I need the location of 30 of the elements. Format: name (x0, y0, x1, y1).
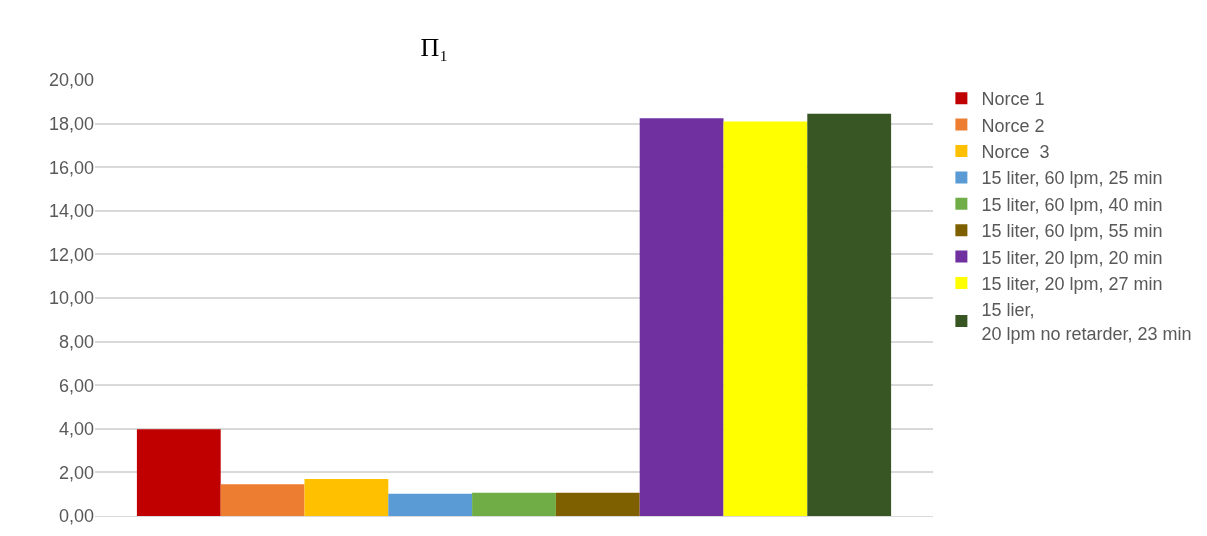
legend-label: Norce 2 (981, 115, 1045, 136)
bar (220, 484, 305, 516)
legend-label: 15 liter, 20 lpm, 20 min (981, 247, 1163, 268)
y-tick-label: 4,00 (58, 419, 94, 440)
y-tick-label: 0,00 (58, 506, 94, 527)
y-tick-label: 14,00 (48, 201, 94, 222)
legend-label: Norce 3 (981, 142, 1050, 163)
y-tick-label: 20,00 (48, 70, 94, 91)
legend-label: 15 liter, 60 lpm, 40 min (981, 194, 1163, 215)
y-tick-label: 16,00 (48, 157, 94, 178)
bar (555, 492, 640, 516)
y-tick-label: 10,00 (48, 288, 94, 309)
bar (472, 492, 556, 516)
bar (639, 118, 724, 516)
legend-label: 15 liter, 60 lpm, 55 min (981, 221, 1163, 242)
y-tick-label: 12,00 (48, 244, 94, 265)
legend-label: Norce 1 (981, 89, 1045, 110)
bar (304, 478, 389, 516)
y-tick-label: 18,00 (48, 113, 94, 134)
legend-label: 15 liter, 60 lpm, 25 min (981, 168, 1163, 189)
bar (807, 113, 892, 516)
bar (388, 493, 473, 516)
y-tick-label: 6,00 (58, 375, 94, 396)
bar (136, 429, 221, 516)
y-tick-label: 2,00 (58, 462, 94, 483)
legend-label: 15 lier, 20 lpm no retarder, 23 min (981, 300, 1192, 344)
chart-title: Π₁ (420, 32, 449, 62)
bar (723, 121, 808, 516)
y-tick-label: 8,00 (58, 331, 94, 352)
legend-label: 15 liter, 20 lpm, 27 min (981, 274, 1163, 295)
